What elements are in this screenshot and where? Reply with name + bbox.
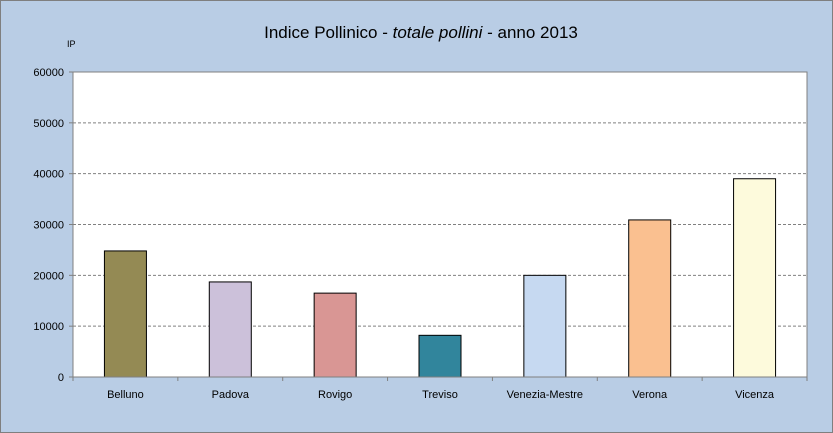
bar	[628, 219, 672, 378]
x-tick-label: Belluno	[107, 389, 144, 401]
chart-title: Indice Pollinico - totale pollini - anno…	[264, 23, 578, 42]
axes	[69, 71, 808, 381]
y-tick-label: 30000	[33, 220, 64, 232]
bar	[313, 292, 357, 378]
x-tick-label: Venezia-Mestre	[507, 389, 583, 401]
bar	[208, 281, 252, 378]
gridlines	[73, 122, 807, 327]
y-tick-label: 20000	[33, 270, 64, 282]
y-tick-label: 10000	[33, 321, 64, 333]
chart-title-suffix: - anno 2013	[482, 23, 577, 42]
x-tick-label: Vicenza	[735, 389, 775, 401]
bar	[733, 178, 777, 378]
x-tick-label: Treviso	[422, 389, 458, 401]
y-tick-label: 60000	[33, 67, 64, 79]
bar	[418, 334, 462, 378]
y-axis-label: IP	[67, 39, 76, 49]
bar	[523, 274, 567, 378]
y-tick-label: 40000	[33, 169, 64, 181]
chart-title-emphasis: totale pollini	[393, 23, 484, 42]
bar	[103, 250, 147, 378]
y-tick-labels: 0 10000 20000 30000 40000 50000 60000	[33, 67, 64, 384]
chart-title-prefix: Indice Pollinico -	[264, 23, 393, 42]
bars	[103, 178, 777, 378]
y-tick-label: 0	[58, 372, 64, 384]
x-tick-label: Rovigo	[318, 389, 352, 401]
x-tick-label: Padova	[212, 389, 250, 401]
y-tick-label: 50000	[33, 118, 64, 130]
x-tick-labels: Belluno Padova Rovigo Treviso Venezia-Mestre…	[107, 389, 775, 401]
x-tick-label: Verona	[632, 389, 668, 401]
